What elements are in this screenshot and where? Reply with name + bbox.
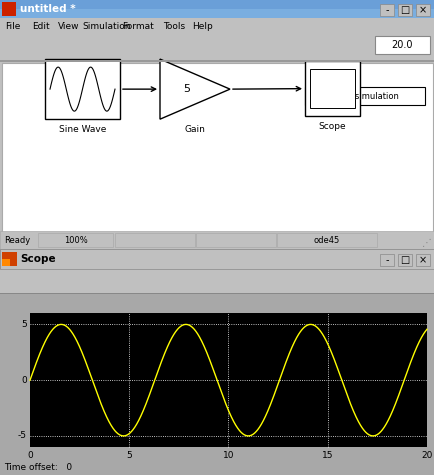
Text: Start simulation: Start simulation <box>331 92 398 101</box>
Bar <box>0 295 434 457</box>
Text: untitled *: untitled * <box>20 4 76 14</box>
Text: ×: × <box>418 5 426 15</box>
Bar <box>379 255 393 266</box>
Text: □: □ <box>399 5 409 15</box>
Bar <box>374 36 429 54</box>
Bar <box>0 269 434 293</box>
Text: 5: 5 <box>126 450 132 459</box>
Text: ode45: ode45 <box>313 236 339 245</box>
Text: Simulation: Simulation <box>82 21 130 30</box>
Bar <box>309 69 354 108</box>
Text: 0: 0 <box>21 376 27 385</box>
Bar <box>0 0 434 18</box>
Text: ⋰: ⋰ <box>421 238 431 248</box>
Text: □: □ <box>399 256 409 266</box>
Text: Tools: Tools <box>163 21 185 30</box>
Bar <box>2 2 16 16</box>
Bar <box>276 233 376 247</box>
Bar <box>379 4 393 16</box>
Bar <box>0 231 434 249</box>
Text: Ready: Ready <box>4 236 30 245</box>
Bar <box>0 33 434 58</box>
Text: Scope: Scope <box>20 254 56 265</box>
Bar <box>0 293 434 294</box>
Bar <box>115 233 194 247</box>
Bar <box>304 87 424 105</box>
Text: ×: × <box>418 256 426 266</box>
Bar <box>30 314 426 447</box>
Bar <box>2 9 9 16</box>
Bar <box>304 61 359 116</box>
Bar <box>0 249 434 269</box>
Bar <box>397 4 411 16</box>
Text: Gain: Gain <box>184 125 205 133</box>
Text: 10: 10 <box>222 450 234 459</box>
Bar <box>38 233 113 247</box>
Text: View: View <box>58 21 79 30</box>
Polygon shape <box>160 59 230 119</box>
Text: 100%: 100% <box>63 236 87 245</box>
Text: -: - <box>385 256 388 266</box>
Bar <box>415 255 429 266</box>
Text: -5: -5 <box>18 431 27 440</box>
Text: 15: 15 <box>321 450 333 459</box>
Text: 5: 5 <box>183 84 190 94</box>
Bar <box>0 60 434 62</box>
Bar <box>45 59 120 119</box>
Bar <box>2 63 432 232</box>
Bar <box>397 255 411 266</box>
Bar <box>415 4 429 16</box>
Bar <box>2 252 17 266</box>
Text: Edit: Edit <box>32 21 49 30</box>
Text: -: - <box>385 5 388 15</box>
Bar <box>2 259 10 266</box>
Text: File: File <box>5 21 20 30</box>
Text: 20: 20 <box>421 450 432 459</box>
Text: Help: Help <box>191 21 212 30</box>
Bar <box>0 9 434 18</box>
Text: 0: 0 <box>27 450 33 459</box>
Text: 5: 5 <box>21 320 27 329</box>
Text: 20.0: 20.0 <box>390 40 412 50</box>
Text: Scope: Scope <box>318 122 345 131</box>
Text: Format: Format <box>122 21 153 30</box>
Bar <box>196 233 275 247</box>
Text: Time offset:   0: Time offset: 0 <box>4 463 72 472</box>
Text: Sine Wave: Sine Wave <box>59 125 106 133</box>
Bar <box>0 18 434 33</box>
